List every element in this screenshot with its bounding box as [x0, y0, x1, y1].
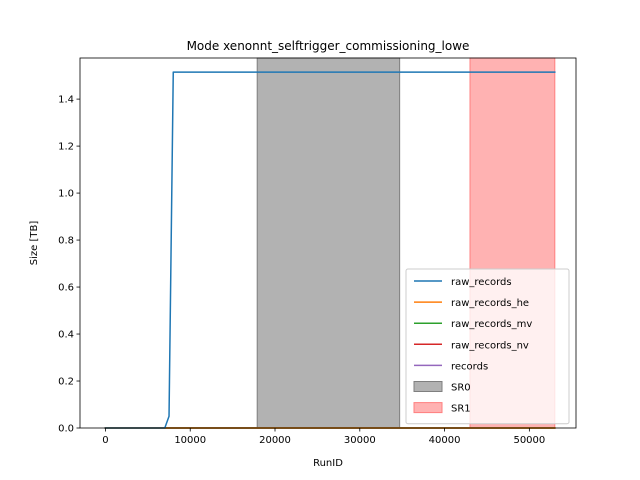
y-tick-label: 0.4	[58, 330, 74, 341]
legend-label-sr1: SR1	[451, 404, 471, 415]
legend-label-records: records	[451, 361, 488, 372]
legend-label-raw-records-he: raw_records_he	[451, 298, 529, 309]
legend-label-raw-records-nv: raw_records_nv	[451, 340, 529, 351]
y-tick-label: 1.0	[58, 189, 74, 200]
y-tick-label: 0.0	[58, 424, 74, 435]
x-tick-label: 20000	[259, 435, 291, 446]
y-axis-label: Size [TB]	[29, 221, 40, 266]
x-tick-label: 40000	[429, 435, 461, 446]
legend-label-sr0: SR0	[451, 383, 471, 394]
legend-frame	[405, 268, 570, 425]
y-axis-ticks: 0.0 0.2 0.4 0.6 0.8 1.0 1.2 1.4	[58, 95, 80, 435]
chart-title: Mode xenonnt_selftrigger_commissioning_l…	[187, 39, 470, 53]
legend-swatch-sr0	[413, 381, 443, 392]
x-tick-label: 50000	[513, 435, 545, 446]
legend: raw_records raw_records_he raw_records_mvr…	[405, 268, 570, 425]
span-sr0	[256, 57, 401, 429]
x-tick-label: 30000	[344, 435, 376, 446]
y-tick-label: 0.8	[58, 236, 74, 247]
y-tick-label: 0.6	[58, 283, 74, 294]
y-tick-label: 1.4	[58, 95, 74, 106]
legend-label-raw-records: raw_records	[451, 277, 512, 288]
y-tick-label: 1.2	[58, 142, 74, 153]
plot-frame	[79, 57, 577, 429]
x-tick-label: 10000	[174, 435, 206, 446]
y-tick-label: 0.2	[58, 377, 74, 388]
x-tick-label: 0	[102, 435, 108, 446]
x-axis-ticks: 0 10000 20000 30000 40000 50000	[102, 428, 545, 446]
legend-label-raw-records-mv: raw_records_mv	[451, 319, 532, 330]
x-axis-label: RunID	[313, 458, 343, 469]
legend-swatch-sr1	[413, 402, 443, 414]
